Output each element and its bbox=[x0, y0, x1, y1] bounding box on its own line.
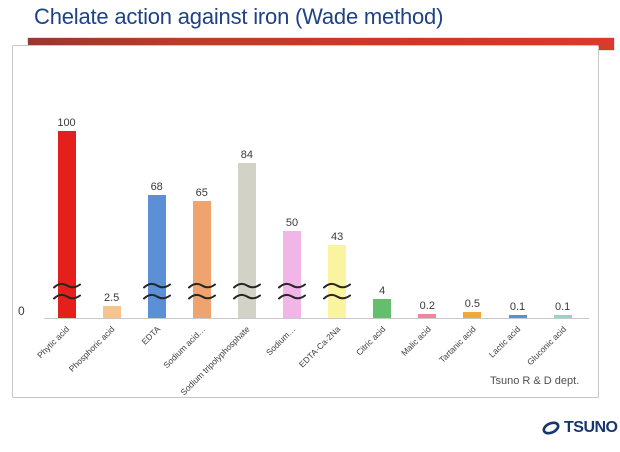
bar-sodium-tripolyphosphate bbox=[237, 163, 256, 318]
x-axis-label-phosphoric-acid: Phosphoric acid bbox=[66, 324, 117, 374]
bar-value-label: 4 bbox=[379, 285, 386, 297]
bar-phosphoric-acid bbox=[102, 306, 121, 318]
x-axis-label-edta: EDTA bbox=[139, 324, 162, 347]
tsuno-logo: TSUNO bbox=[541, 419, 618, 437]
axis-break-icon bbox=[142, 293, 171, 300]
bar-edta-ca-2na bbox=[328, 245, 347, 318]
axis-break-icon bbox=[323, 282, 352, 289]
bar-value-label: 43 bbox=[330, 231, 344, 243]
axis-break-icon bbox=[142, 282, 171, 289]
x-axis-label-gluconic-acid: Gluconic acid bbox=[524, 324, 568, 368]
x-axis-label-sodium: Sodium… bbox=[263, 324, 298, 358]
bar-value-label: 100 bbox=[57, 117, 76, 129]
bar-gluconic-acid bbox=[553, 315, 572, 318]
bar-value-label: 0.2 bbox=[419, 300, 435, 312]
axis-break-icon bbox=[232, 282, 261, 289]
bar-value-label: 68 bbox=[150, 181, 163, 193]
axis-break-icon bbox=[187, 293, 216, 300]
bar-citric-acid bbox=[373, 299, 392, 318]
bar-phytic-acid bbox=[57, 131, 76, 318]
dept-credit: Tsuno R & D dept. bbox=[490, 375, 580, 387]
x-axis-label-phytic-acid: Phytic acid bbox=[35, 324, 72, 361]
bar-tartanic-acid bbox=[463, 312, 482, 318]
page-title: Chelate action against iron (Wade method… bbox=[34, 4, 444, 29]
tsuno-logo-ellipse-icon bbox=[542, 421, 560, 435]
bar-value-label: 0.5 bbox=[464, 298, 481, 310]
bar-malic-acid bbox=[418, 314, 437, 318]
x-axis-label-edta-ca-2na: EDTA·Ca·2Na bbox=[296, 324, 343, 370]
x-axis-label-sodium-acid: Sodium acid… bbox=[160, 324, 207, 371]
bar-sodium bbox=[283, 231, 301, 318]
x-axis-line bbox=[44, 318, 589, 319]
axis-break-icon bbox=[323, 293, 352, 300]
bar-value-label: 0.1 bbox=[509, 301, 526, 313]
bar-value-label: 2.5 bbox=[103, 292, 120, 304]
x-axis-label-citric-acid: Citric acid bbox=[353, 324, 388, 358]
bar-value-label: 84 bbox=[240, 149, 254, 161]
x-axis-label-malic-acid: Malic acid bbox=[398, 324, 433, 358]
axis-break-icon bbox=[232, 293, 261, 300]
bar-lactic-acid bbox=[508, 315, 527, 318]
bar-value-label: 65 bbox=[195, 187, 208, 199]
axis-break-icon bbox=[187, 282, 216, 289]
axis-break-icon bbox=[278, 293, 306, 300]
axis-break-icon bbox=[278, 282, 306, 289]
tsuno-logo-text: TSUNO bbox=[564, 419, 618, 436]
axis-break-icon bbox=[52, 293, 81, 300]
bar-sodium-acid bbox=[192, 201, 211, 318]
x-axis-label-tartanic-acid: Tartanic acid bbox=[436, 324, 478, 365]
bar-value-label: 0.1 bbox=[554, 301, 571, 313]
y-axis-origin-label: 0 bbox=[18, 304, 25, 318]
x-axis-label-lactic-acid: Lactic acid bbox=[487, 324, 523, 360]
bar-value-label: 50 bbox=[285, 217, 299, 229]
chart-panel bbox=[12, 45, 599, 398]
axis-break-icon bbox=[52, 282, 81, 289]
